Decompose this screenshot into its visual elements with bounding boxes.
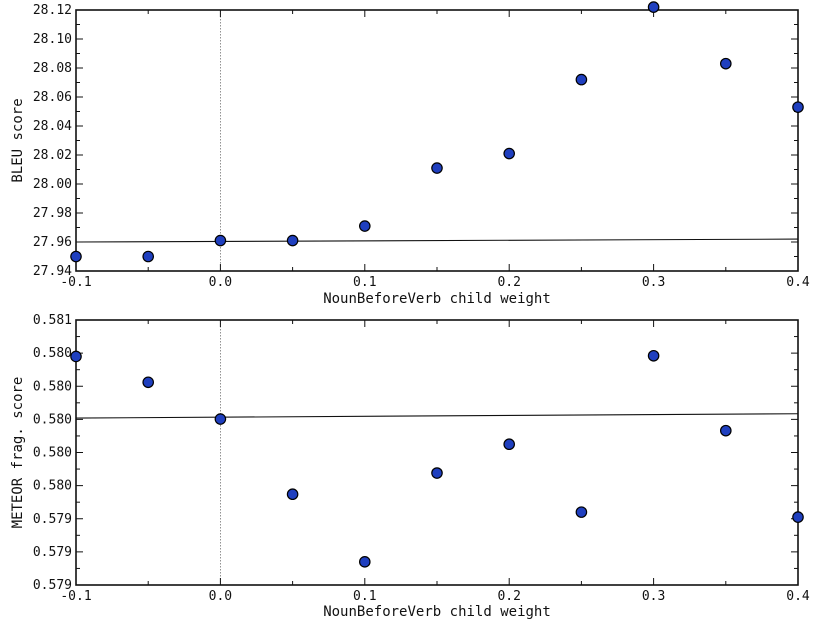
bleu-y-tick-label: 28.06 — [33, 90, 72, 105]
bleu-y-tick-label: 28.00 — [33, 177, 72, 192]
meteor-data-point — [70, 350, 82, 363]
meteor-x-tick-label: 0.3 — [642, 589, 665, 604]
bleu-data-point — [214, 234, 227, 247]
meteor-x-tick-label: 0.1 — [353, 589, 376, 604]
meteor-y-tick-label: 0.580 — [33, 446, 72, 461]
bleu-x-axis-label: NounBeforeVerb child weight — [323, 291, 551, 307]
meteor-baseline — [75, 413, 799, 419]
bleu-plot-frame — [75, 9, 799, 272]
meteor-y-tick-label: 0.579 — [33, 578, 72, 593]
bleu-data-point — [431, 162, 443, 174]
meteor-data-point — [431, 467, 443, 479]
bleu-baseline — [75, 238, 799, 243]
meteor-x-tick-label: 0.4 — [786, 589, 810, 604]
bleu-y-tick-label: 27.96 — [33, 235, 72, 250]
bleu-y-tick-label: 28.08 — [33, 61, 72, 76]
bleu-y-tick-label: 27.98 — [33, 206, 72, 221]
meteor-data-point — [142, 376, 154, 389]
bleu-y-tick-label: 27.94 — [33, 264, 72, 279]
bleu-data-point — [70, 250, 82, 263]
meteor-y-tick-label: 0.580 — [33, 379, 72, 394]
bleu-data-point — [792, 101, 804, 113]
bleu-data-point — [503, 147, 515, 160]
bleu-data-point — [358, 220, 371, 232]
meteor-data-point — [647, 349, 660, 362]
meteor-x-tick-label: 0.0 — [209, 589, 232, 604]
bleu-y-tick-label: 28.12 — [33, 3, 72, 18]
bleu-y-axis-label: BLEU score — [10, 98, 26, 182]
meteor-y-tick-label: 0.581 — [33, 313, 72, 328]
meteor-plot-frame — [75, 319, 799, 586]
meteor-data-point — [286, 488, 299, 501]
bleu-data-point — [575, 73, 588, 86]
bleu-x-tick-label: 0.1 — [353, 275, 376, 290]
meteor-y-tick-label: 0.580 — [33, 412, 72, 427]
bleu-y-tick-label: 28.02 — [33, 148, 72, 163]
bleu-data-point — [719, 57, 732, 70]
meteor-y-tick-label: 0.579 — [33, 545, 72, 560]
meteor-x-tick-label: 0.2 — [497, 589, 520, 604]
bleu-data-point — [142, 250, 154, 263]
meteor-y-tick-label: 0.579 — [33, 512, 72, 527]
bleu-x-tick-label: 0.2 — [497, 275, 520, 290]
meteor-y-axis-label: METEOR frag. score — [10, 377, 26, 529]
bleu-x-tick-label: 0.0 — [209, 275, 232, 290]
meteor-data-point — [503, 438, 515, 451]
meteor-data-point — [719, 424, 732, 437]
meteor-x-axis-label: NounBeforeVerb child weight — [323, 604, 551, 620]
bleu-y-tick-label: 28.10 — [33, 32, 72, 47]
meteor-y-tick-label: 0.580 — [33, 346, 72, 361]
bleu-x-tick-label: -0.1 — [60, 275, 91, 290]
bleu-data-point — [647, 1, 660, 13]
meteor-y-tick-label: 0.580 — [33, 479, 72, 494]
bleu-y-tick-label: 28.04 — [33, 119, 72, 134]
meteor-data-point — [358, 556, 371, 568]
bleu-x-tick-label: 0.4 — [786, 275, 810, 290]
meteor-data-point — [575, 506, 588, 518]
meteor-data-point — [214, 413, 227, 425]
bleu-data-point — [286, 234, 299, 247]
meteor-x-tick-label: -0.1 — [60, 589, 91, 604]
bleu-x-tick-label: 0.3 — [642, 275, 665, 290]
meteor-data-point — [792, 511, 804, 523]
bleu-chart: 27.94 27.96 27.98 28.00 28.02 28.04 28.06 28.08… — [10, 1, 810, 307]
meteor-chart: 0.579 0.579 0.579 0.580 0.580 0.580 0.580 0.580… — [10, 313, 810, 620]
